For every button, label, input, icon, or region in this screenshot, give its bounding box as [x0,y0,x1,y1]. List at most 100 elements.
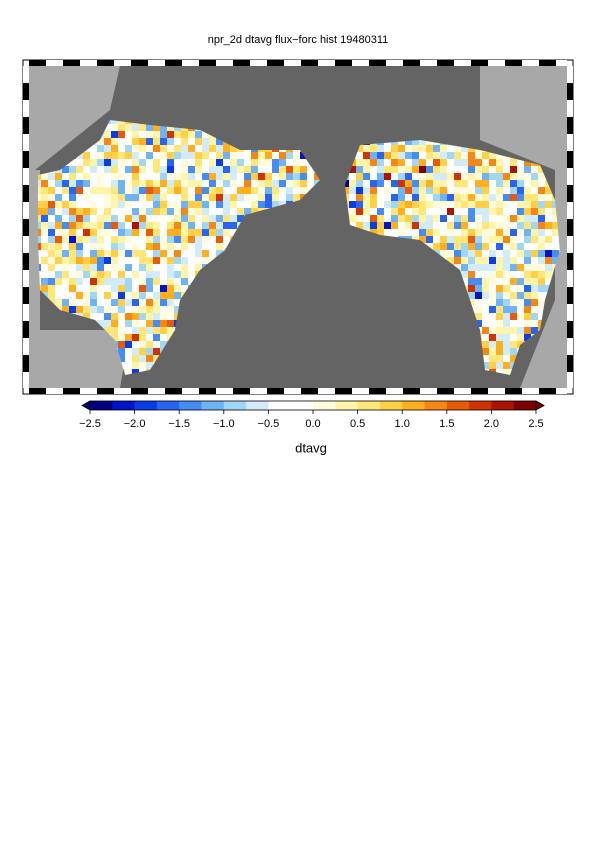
data-cell [188,180,195,187]
data-cell [517,341,524,348]
data-cell [440,145,447,152]
data-cell [524,187,531,194]
data-cell [482,208,489,215]
data-cell [447,229,454,236]
data-cell [69,215,76,222]
data-cell [279,194,286,201]
data-cell [153,320,160,327]
data-cell [48,243,55,250]
data-cell [111,250,118,257]
data-cell [132,131,139,138]
data-cell [363,215,370,222]
data-cell [188,187,195,194]
data-cell [230,180,237,187]
frame-check [284,388,301,394]
colorbar-swatch [223,401,247,410]
data-cell [153,348,160,355]
frame-check [567,355,573,372]
frame-check [567,236,573,253]
data-cell [531,313,538,320]
data-cell [475,215,482,222]
data-cell [363,222,370,229]
data-cell [125,131,132,138]
data-cell [356,180,363,187]
data-cell [104,180,111,187]
data-cell [132,236,139,243]
colorbar-tick-label: 2.5 [528,418,543,430]
data-cell [104,250,111,257]
data-cell [419,194,426,201]
data-cell [440,152,447,159]
data-cell [167,166,174,173]
frame-check [567,117,573,134]
data-cell [167,215,174,222]
data-cell [38,208,41,215]
data-cell [538,306,545,313]
data-cell [69,187,76,194]
data-cell [531,271,538,278]
data-cell [524,313,531,320]
data-cell [83,173,90,180]
data-cell [153,257,160,264]
data-cell [419,138,426,145]
data-cell [195,257,202,264]
data-cell [447,250,454,257]
data-cell [146,222,153,229]
data-cell [496,320,503,327]
data-cell [370,166,377,173]
data-cell [97,271,104,278]
data-cell [209,208,216,215]
data-cell [475,236,482,243]
data-cell [188,166,195,173]
data-cell [517,159,524,166]
data-cell [69,306,76,313]
data-cell [167,236,174,243]
data-cell [405,222,412,229]
data-cell [475,243,482,250]
data-cell [216,250,223,257]
data-cell [111,278,118,285]
data-cell [489,222,496,229]
data-cell [279,166,286,173]
data-cell [489,180,496,187]
data-cell [202,131,209,138]
data-cell [125,124,132,131]
data-cell [104,201,111,208]
data-cell [188,208,195,215]
frame-check [556,388,567,394]
data-cell [174,236,181,243]
data-cell [510,278,517,285]
data-cell [496,285,503,292]
frame-check [318,60,335,66]
data-cell [90,264,97,271]
data-cell [440,222,447,229]
data-cell [125,145,132,152]
data-cell [55,201,62,208]
data-cell [503,180,510,187]
data-cell [38,236,41,243]
data-cell [174,243,181,250]
data-cell [209,173,216,180]
data-cell [125,208,132,215]
data-cell [195,250,202,257]
data-cell [125,250,132,257]
data-cell [426,243,433,250]
data-cell [454,222,461,229]
data-cell [496,369,503,375]
data-cell [125,362,132,369]
frame-check [23,168,29,185]
data-cell [524,320,531,327]
data-cell [307,166,314,173]
data-cell [419,180,426,187]
data-cell [468,292,475,299]
data-cell [433,173,440,180]
frame-check [386,388,403,394]
data-cell [545,208,552,215]
data-cell [69,229,76,236]
frame-check [567,253,573,270]
data-cell [167,229,174,236]
data-cell [111,201,118,208]
data-cell [38,229,41,236]
data-cell [97,285,104,292]
data-cell [174,201,181,208]
